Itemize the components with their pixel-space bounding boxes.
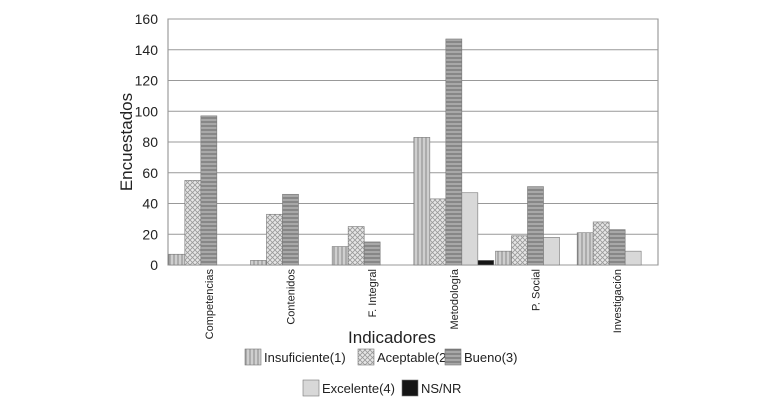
legend-label: NS/NR [421,381,461,396]
y-tick-label: 120 [135,73,159,89]
legend-swatch [444,348,462,366]
y-tick-label: 100 [135,103,159,119]
y-tick-label: 60 [142,165,158,181]
legend-swatch [401,379,419,397]
x-tick-label: Contenidos [286,269,298,325]
x-tick-label: F. Integral [367,269,379,317]
bar [608,229,626,266]
bar [592,221,610,266]
bar [543,237,560,266]
bar [250,260,267,266]
y-tick-label: 40 [142,196,158,212]
y-tick-label: 80 [142,134,158,150]
legend-swatch [357,348,375,366]
bar [495,250,512,266]
bar [527,186,544,266]
y-tick-label: 140 [135,42,159,58]
bar [461,192,479,266]
bar [331,246,349,266]
legend-label: Excelente(4) [322,381,395,396]
bar [413,137,431,266]
bar [429,198,447,266]
bar [511,235,528,266]
x-axis-title: Indicadores [348,328,436,347]
legend-swatch [302,379,320,397]
bar [282,193,299,266]
legend-label: Insuficiente(1) [264,350,346,365]
legend-label: Aceptable(2) [377,350,451,365]
x-tick-label: Investigación [612,269,624,333]
bar [477,260,495,266]
y-tick-label: 20 [142,226,158,242]
x-tick-label: Competencias [204,269,216,340]
x-tick-label: P. Social [531,269,543,311]
y-axis-title: Encuestados [117,93,136,191]
bar [624,250,642,266]
bar [445,38,463,266]
bar [266,213,283,266]
x-tick-label: Metodología [449,268,461,329]
bar [168,253,186,266]
bar [200,115,218,266]
legend-label: Bueno(3) [464,350,517,365]
bar [347,226,365,266]
bar [363,241,381,266]
bar [184,180,202,266]
y-tick-label: 160 [135,11,159,27]
legend-swatch [244,348,262,366]
y-tick-label: 0 [150,257,158,273]
bar [576,232,594,266]
